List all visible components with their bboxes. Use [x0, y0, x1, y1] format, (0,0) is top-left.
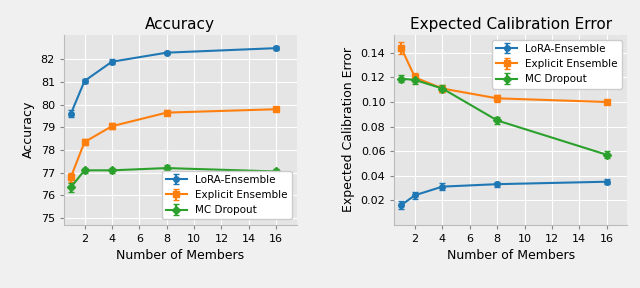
X-axis label: Number of Members: Number of Members [447, 249, 575, 262]
Title: Expected Calibration Error: Expected Calibration Error [410, 17, 612, 32]
Y-axis label: Accuracy: Accuracy [22, 101, 35, 158]
Legend: LoRA-Ensemble, Explicit Ensemble, MC Dropout: LoRA-Ensemble, Explicit Ensemble, MC Dro… [492, 40, 622, 88]
Y-axis label: Expected Calibration Error: Expected Calibration Error [342, 47, 355, 212]
Title: Accuracy: Accuracy [145, 17, 216, 32]
X-axis label: Number of Members: Number of Members [116, 249, 244, 262]
Legend: LoRA-Ensemble, Explicit Ensemble, MC Dropout: LoRA-Ensemble, Explicit Ensemble, MC Dro… [161, 171, 291, 219]
